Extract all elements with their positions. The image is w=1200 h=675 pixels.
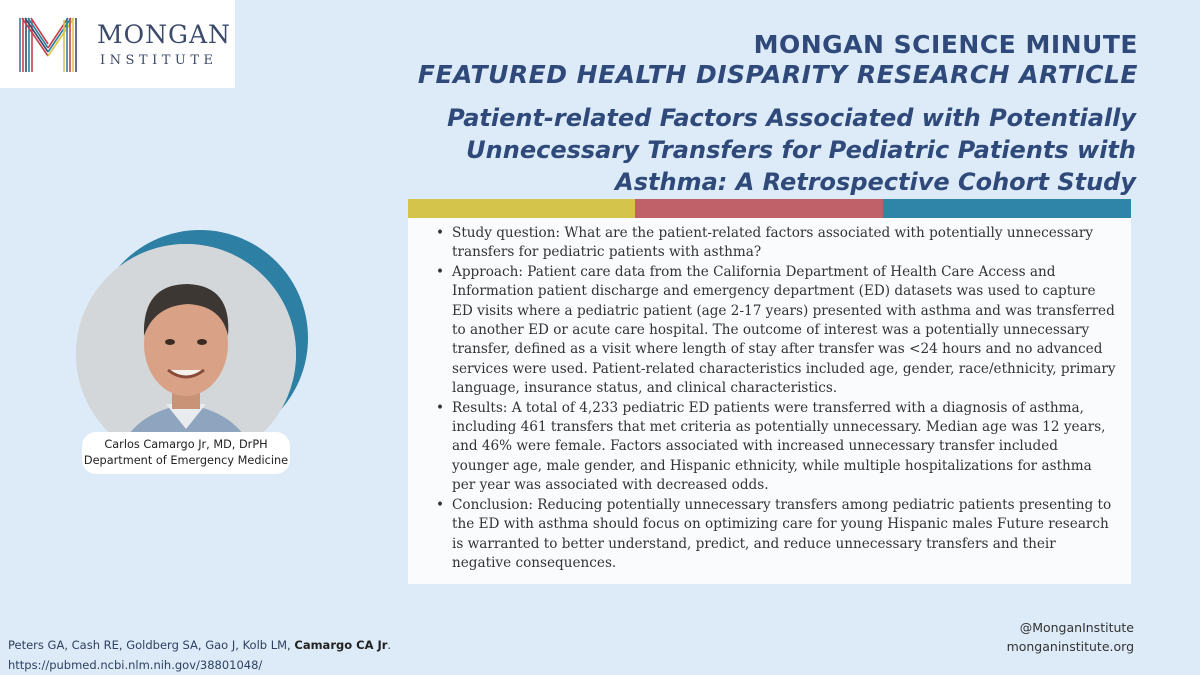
logo: MONGAN INSTITUTE: [0, 0, 235, 88]
logo-name: MONGAN: [97, 20, 231, 49]
article-title-line: Unnecessary Transfers for Pediatric Pati…: [466, 136, 1136, 164]
color-divider-bar: [408, 199, 1131, 218]
person-portrait-icon: [76, 244, 296, 464]
citation-authors: Peters GA, Cash RE, Goldberg SA, Gao J, …: [8, 635, 391, 655]
color-segment-red: [635, 199, 883, 218]
citation-url[interactable]: https://pubmed.ncbi.nlm.nih.gov/38801048…: [8, 658, 263, 672]
citation: Peters GA, Cash RE, Goldberg SA, Gao J, …: [8, 635, 391, 675]
color-segment-yellow: [408, 199, 635, 218]
list-item: Study question: What are the patient-rel…: [436, 224, 1117, 263]
list-item: Conclusion: Reducing potentially unneces…: [436, 496, 1117, 574]
summary-list: Study question: What are the patient-rel…: [436, 224, 1117, 573]
heading-line-1: MONGAN SCIENCE MINUTE: [753, 30, 1138, 59]
article-title-line: Patient-related Factors Associated with …: [447, 104, 1136, 132]
social-handle[interactable]: @MonganInstitute: [1019, 620, 1134, 635]
citation-end: .: [387, 638, 392, 652]
color-segment-blue: [883, 199, 1131, 218]
heading-line-2: FEATURED HEALTH DISPARITY RESEARCH ARTIC…: [417, 60, 1138, 89]
author-name: Carlos Camargo Jr, MD, DrPH: [104, 438, 268, 451]
list-item: Results: A total of 4,233 pediatric ED p…: [436, 399, 1117, 496]
article-title: Patient-related Factors Associated with …: [376, 102, 1136, 198]
author-department: Department of Emergency Medicine: [83, 454, 289, 467]
logo-subtitle: INSTITUTE: [100, 53, 218, 68]
article-title-line: Asthma: A Retrospective Cohort Study: [615, 168, 1136, 196]
citation-highlight-author: Camargo CA Jr: [294, 638, 388, 652]
citation-author-list: Peters GA, Cash RE, Goldberg SA, Gao J, …: [8, 638, 295, 652]
page-heading: MONGAN SCIENCE MINUTE FEATURED HEALTH DI…: [418, 30, 1138, 90]
website-link[interactable]: monganinstitute.org: [1006, 639, 1134, 654]
social-info: @MonganInstitute monganinstitute.org: [1007, 618, 1134, 656]
list-item: Approach: Patient care data from the Cal…: [436, 263, 1117, 399]
author-photo: [76, 244, 296, 464]
summary-card: Study question: What are the patient-rel…: [408, 218, 1131, 584]
author-caption: Carlos Camargo Jr, MD, DrPH Department o…: [82, 432, 290, 474]
mongan-logo-mark-icon: [16, 12, 80, 76]
